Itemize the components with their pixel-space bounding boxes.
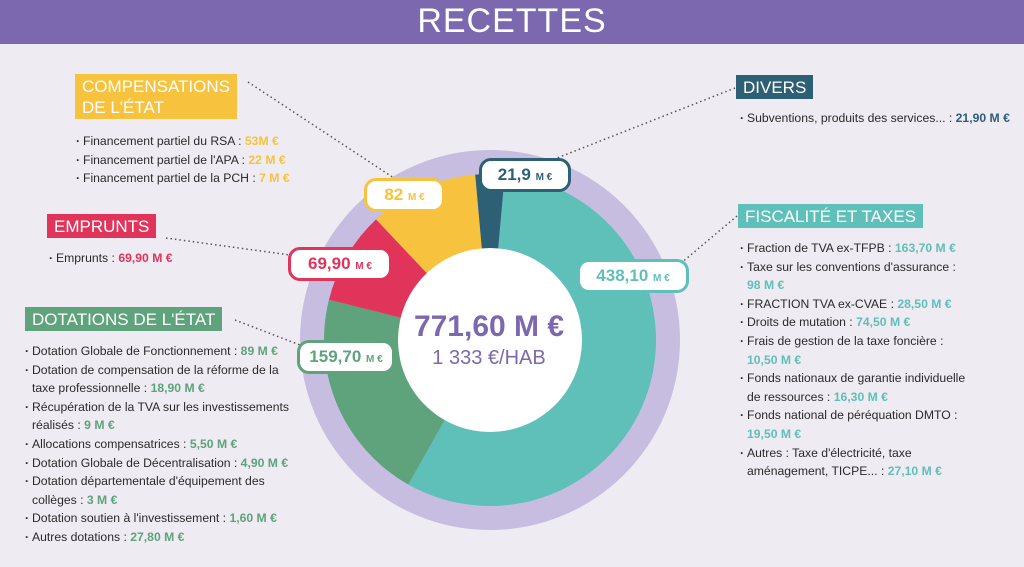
item-value: 5,50 M € — [189, 436, 238, 451]
list-item: Financement partiel du RSA : 53M € — [76, 132, 296, 151]
item-value: 3 M € — [86, 492, 118, 507]
item-label: Autres : Taxe d'électricité, taxe aménag… — [747, 445, 912, 479]
pill-fiscalite: 438,10 M € — [577, 259, 689, 293]
list-item: Financement partiel de l'APA : 22 M € — [76, 151, 296, 170]
list-item: Droits de mutation : 74,50 M € — [740, 313, 966, 332]
item-label: Emprunts : — [56, 251, 119, 265]
item-label: Dotation départementale d'équipement des… — [32, 474, 265, 507]
item-label: Subventions, produits des services... : — [747, 111, 956, 125]
list-item: Dotation départementale d'équipement des… — [25, 472, 293, 509]
center-per-inhabitant: 1 333 €/HAB — [432, 347, 546, 369]
list-item: Dotation de compensation de la réforme d… — [25, 361, 293, 398]
pill-value: 159,70 — [309, 347, 362, 366]
item-value: 19,50 M € — [747, 426, 802, 441]
item-label: Taxe sur les conventions d'assurance : — [747, 259, 956, 274]
list-item: Fonds nationaux de garantie individuelle… — [740, 369, 966, 406]
list-item: Emprunts : 69,90 M € — [49, 249, 249, 268]
item-label: Allocations compensatrices : — [32, 436, 190, 451]
item-value: 27,10 M € — [887, 464, 942, 479]
list-item: Dotation Globale de Fonctionnement : 89 … — [25, 342, 293, 361]
pill-value: 21,9 — [497, 165, 531, 184]
item-value: 69,90 M € — [118, 251, 173, 265]
item-value: 7 M € — [259, 171, 290, 186]
divers-list: Subventions, produits des services... : … — [740, 109, 1010, 128]
dotations-title: DOTATIONS DE L'ÉTAT — [25, 307, 223, 331]
item-value: 16,30 M € — [833, 389, 888, 404]
item-value: 53M € — [244, 134, 279, 148]
item-label: Autres dotations : — [32, 529, 131, 544]
item-label: Frais de gestion de la taxe foncière : — [747, 333, 944, 348]
item-value: 22 M € — [248, 152, 286, 167]
emprunts-list: Emprunts : 69,90 M € — [49, 249, 249, 268]
item-value: 89 M € — [240, 344, 278, 358]
list-item: Dotation Globale de Décentralisation : 4… — [25, 454, 293, 473]
dotations-list: Dotation Globale de Fonctionnement : 89 … — [25, 342, 293, 547]
item-label: Fonds national de péréquation DMTO : — [747, 408, 958, 423]
item-label: Droits de mutation : — [747, 315, 857, 330]
fiscalite-list: Fraction de TVA ex-TFPB : 163,70 M €Taxe… — [740, 239, 966, 481]
leader-line — [165, 237, 291, 256]
item-label: Dotation de compensation de la réforme d… — [32, 362, 279, 396]
item-label: Fraction de TVA ex-TFPB : — [747, 241, 895, 255]
pill-divers: 21,9 M € — [479, 158, 571, 192]
pill-emprunts: 69,90 M € — [288, 247, 392, 281]
list-item: Fonds national de péréquation DMTO : 19,… — [740, 406, 966, 443]
list-item: Dotation soutien à l'investissement : 1,… — [25, 509, 293, 528]
pill-value: 69,90 — [308, 254, 351, 273]
list-item: Allocations compensatrices : 5,50 M € — [25, 435, 293, 454]
item-value: 9 M € — [84, 418, 115, 433]
fiscalite-title: FISCALITÉ ET TAXES — [738, 204, 923, 228]
item-label: Fonds nationaux de garantie individuelle… — [747, 371, 966, 404]
item-label: Financement partiel de la PCH : — [83, 171, 260, 186]
item-label: Dotation soutien à l'investissement : — [32, 511, 230, 526]
item-label: Dotation Globale de Fonctionnement : — [32, 344, 241, 358]
item-value: 28,50 M € — [897, 296, 952, 311]
item-value: 10,50 M € — [747, 352, 802, 367]
pill-value: 438,10 — [596, 266, 649, 285]
item-value: 27,80 M € — [130, 529, 185, 544]
pill-compensations: 82 M € — [364, 178, 445, 212]
page-title: RECETTES — [417, 2, 607, 40]
item-label: Récupération de la TVA sur les investiss… — [32, 399, 289, 433]
leader-line — [679, 215, 738, 265]
inner-hole — [398, 248, 582, 432]
list-item: Taxe sur les conventions d'assurance : 9… — [740, 258, 966, 295]
list-item: Fraction de TVA ex-TFPB : 163,70 M € — [740, 239, 966, 258]
pill-dotations: 159,70 M € — [297, 340, 395, 374]
item-label: Financement partiel de l'APA : — [83, 152, 249, 167]
list-item: Récupération de la TVA sur les investiss… — [25, 398, 293, 435]
item-value: 163,70 M € — [894, 241, 956, 255]
list-item: Autres dotations : 27,80 M € — [25, 528, 293, 547]
leader-line — [551, 87, 736, 161]
leader-line — [247, 81, 398, 181]
item-value: 98 M € — [747, 278, 785, 293]
pill-value: 82 — [384, 185, 404, 204]
list-item: Subventions, produits des services... : … — [740, 109, 1010, 128]
item-label: FRACTION TVA ex-CVAE : — [747, 296, 898, 311]
list-item: FRACTION TVA ex-CVAE : 28,50 M € — [740, 295, 966, 314]
list-item: Frais de gestion de la taxe foncière : 1… — [740, 332, 966, 369]
center-total: 771,60 M € — [413, 310, 565, 343]
emprunts-title: EMPRUNTS — [47, 214, 157, 238]
title-banner — [0, 0, 1024, 44]
item-value: 4,90 M € — [240, 455, 289, 470]
item-label: Financement partiel du RSA : — [83, 134, 245, 148]
compensations-list: Financement partiel du RSA : 53M €Financ… — [76, 132, 296, 188]
item-value: 18,90 M € — [150, 381, 205, 396]
list-item: Financement partiel de la PCH : 7 M € — [76, 169, 296, 188]
item-value: 1,60 M € — [229, 511, 277, 526]
divers-title: DIVERS — [736, 75, 814, 99]
compensations-title: COMPENSATIONS DE L'ÉTAT — [75, 74, 237, 119]
item-value: 21,90 M € — [955, 111, 1010, 125]
list-item: Autres : Taxe d'électricité, taxe aménag… — [740, 444, 966, 481]
item-label: Dotation Globale de Décentralisation : — [32, 455, 241, 470]
item-value: 74,50 M € — [856, 315, 911, 330]
